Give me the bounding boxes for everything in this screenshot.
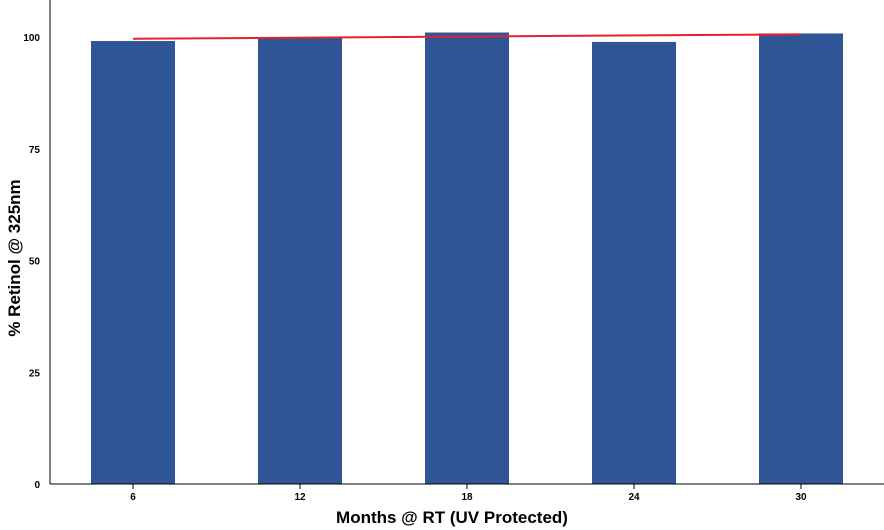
bar-6: [91, 41, 175, 484]
y-axis-title: % Retinol @ 325nm: [5, 179, 24, 336]
bars-group: [91, 32, 843, 485]
y-tick-labels: 0 25 50 75 100: [23, 33, 40, 491]
bar-24: [592, 41, 676, 485]
x-tick-label: 18: [461, 492, 473, 503]
x-tick-label: 30: [795, 492, 807, 503]
x-tick-label: 24: [628, 492, 640, 503]
bar-12: [258, 37, 342, 484]
x-axis-title: Months @ RT (UV Protected): [336, 508, 568, 527]
y-tick-label: 25: [29, 368, 41, 379]
bar-18: [425, 32, 509, 484]
y-tick-label: 0: [34, 480, 40, 491]
y-tick-label: 50: [29, 257, 41, 268]
x-tick-label: 6: [130, 492, 136, 503]
y-tick-label: 100: [23, 33, 40, 44]
x-tick-label: 12: [294, 492, 306, 503]
trendline: [132, 33, 802, 40]
y-tick-label: 75: [29, 145, 41, 156]
x-tick-labels: 6 12 18 24 30: [130, 484, 807, 503]
bar-30: [759, 33, 843, 484]
